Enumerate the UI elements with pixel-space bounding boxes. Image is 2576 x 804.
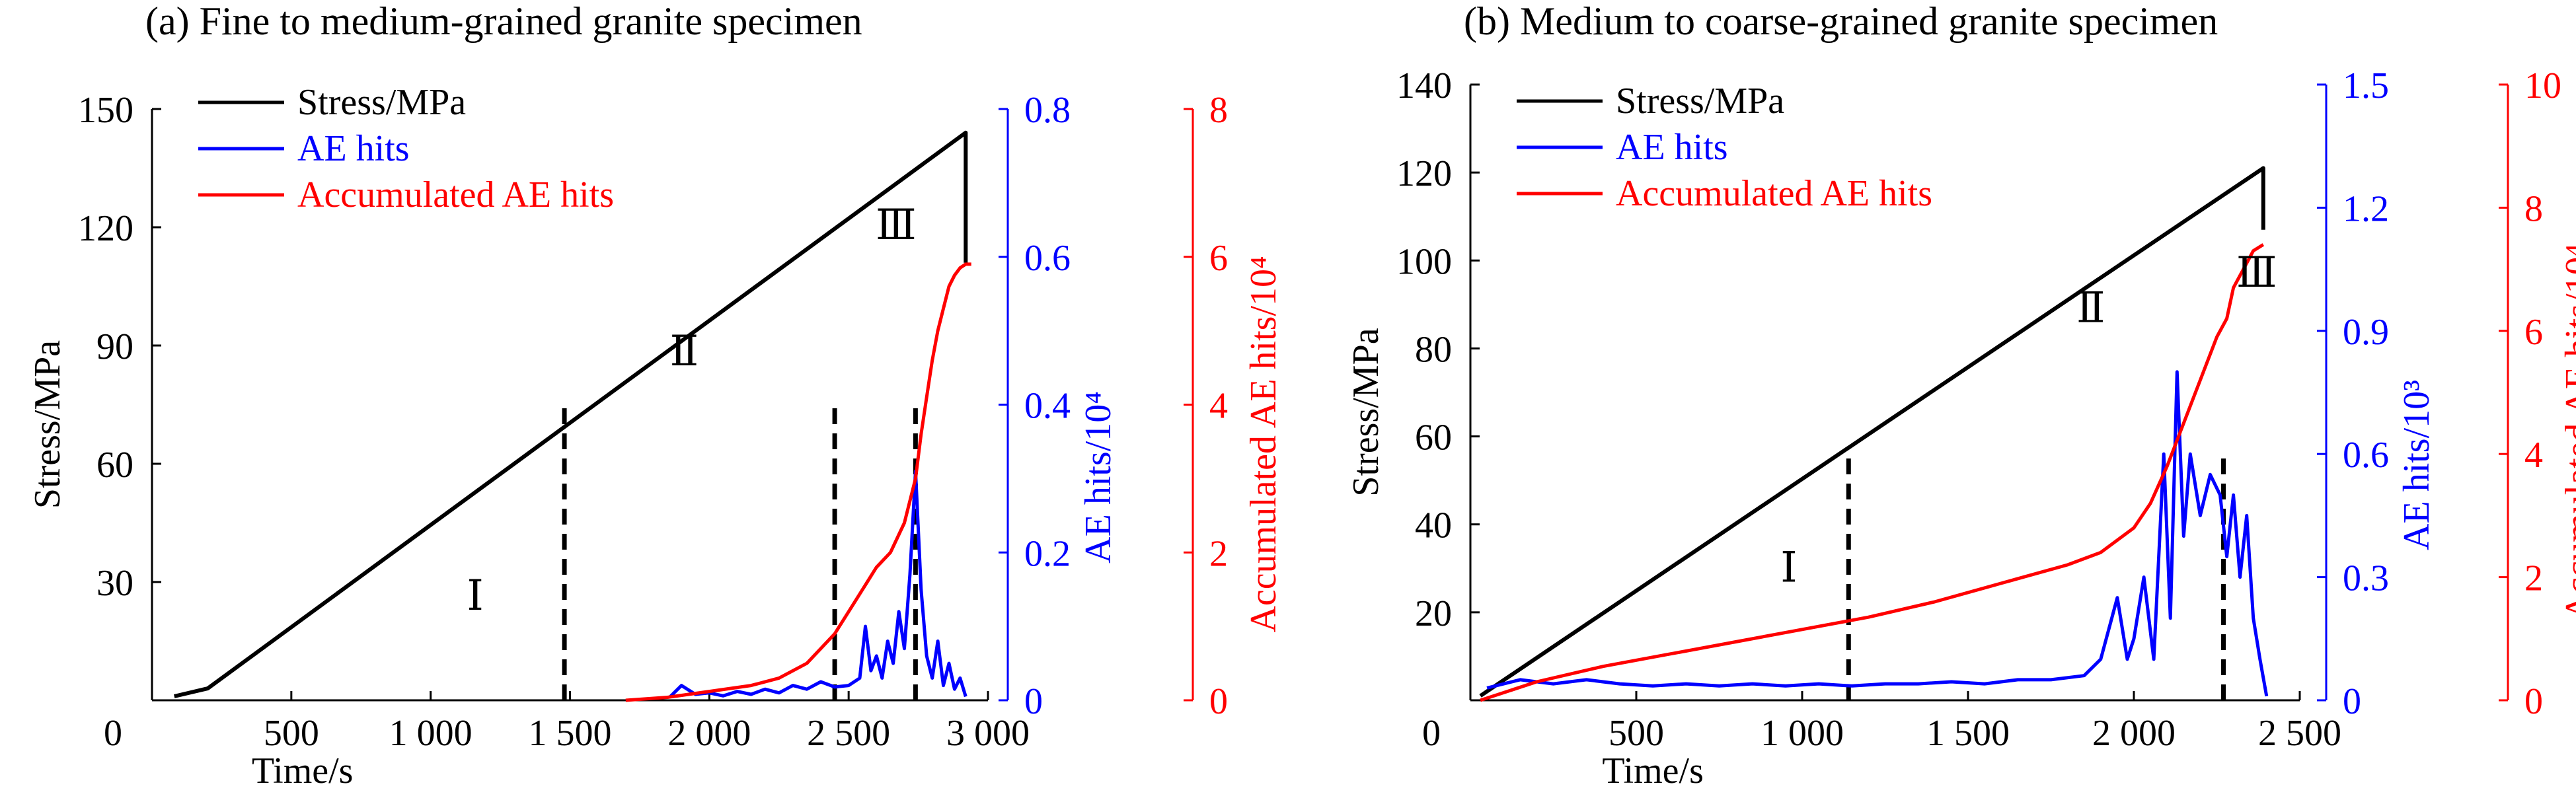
- legend-entry: Accumulated AE hits: [297, 174, 614, 215]
- x-tick-label: 500: [1609, 713, 1664, 754]
- left-tick-label: 30: [96, 563, 133, 604]
- series-line-accumulated-ae-hits: [1480, 243, 2265, 702]
- right2-tick-label: 0: [2524, 681, 2543, 722]
- left-axis-label: Stress/MPa: [1345, 328, 1386, 496]
- x-tick-label: 1 000: [1761, 713, 1844, 754]
- right1-tick-label: 0.3: [2343, 558, 2389, 599]
- left-tick-label: 90: [96, 326, 133, 367]
- phase-label: Ⅱ: [2076, 284, 2105, 331]
- right1-tick-label: 0: [2343, 681, 2361, 722]
- phase-label: Ⅲ: [2236, 249, 2277, 296]
- right1-tick-label: 0.8: [1024, 90, 1071, 131]
- right1-tick-label: 1.2: [2343, 188, 2389, 229]
- series-line-ae-hits: [669, 469, 967, 698]
- x-tick-label: 2 000: [667, 713, 751, 754]
- right2-tick-label: 6: [1209, 238, 1228, 279]
- legend-entry: AE hits: [297, 128, 410, 169]
- x-tick-label: 2 000: [2092, 713, 2176, 754]
- x-tick-label: 1 500: [529, 713, 612, 754]
- legend-entry: Stress/MPa: [297, 82, 466, 123]
- right2-tick-label: 8: [2524, 188, 2543, 229]
- panel-a-title: (a) Fine to medium-grained granite speci…: [145, 0, 862, 43]
- x-tick-label: 1 500: [1926, 713, 2010, 754]
- right1-tick-label: 0.2: [1024, 533, 1071, 574]
- right2-axis-label: Accumulated AE hits/10⁴: [2558, 244, 2576, 620]
- right2-tick-label: 8: [1209, 90, 1228, 131]
- phase-label: Ⅱ: [670, 328, 699, 375]
- panel-b-title: (b) Medium to coarse-grained granite spe…: [1464, 0, 2218, 43]
- right1-axis-label: AE hits/10³: [2396, 380, 2437, 550]
- right2-tick-label: 0: [1209, 681, 1228, 722]
- phase-label: Ⅰ: [467, 572, 483, 619]
- x-tick-label: 3 000: [946, 713, 1030, 754]
- left-tick-label: 100: [1396, 241, 1452, 282]
- legend-entry: AE hits: [1616, 127, 1728, 168]
- series-line-stress-mpa: [1479, 166, 2265, 698]
- phase-label: Ⅰ: [1780, 544, 1797, 591]
- phase-label: Ⅲ: [876, 201, 917, 248]
- x-tick-label: 1 000: [389, 713, 473, 754]
- right2-tick-label: 6: [2524, 312, 2543, 353]
- left-tick-label: 120: [78, 208, 133, 249]
- legend-entry: Stress/MPa: [1616, 81, 1784, 122]
- left-tick-label: 80: [1415, 329, 1452, 370]
- x-axis-label: Time/s: [1602, 750, 1704, 791]
- right1-tick-label: 0.4: [1024, 386, 1071, 427]
- left-axis-label: Stress/MPa: [27, 340, 68, 509]
- right2-tick-label: 10: [2524, 65, 2561, 106]
- right2-tick-label: 4: [1209, 386, 1228, 427]
- right1-tick-label: 0.6: [2343, 435, 2389, 476]
- left-tick-label: 20: [1415, 593, 1452, 634]
- right2-tick-label: 2: [1209, 533, 1228, 574]
- right2-axis-label: Accumulated AE hits/10⁴: [1243, 256, 1284, 632]
- panel-a-plot: 0 500 1 000 1 500 2 000 2 500 3 000Time/s30609…: [27, 82, 1284, 791]
- left-tick-label: 150: [78, 90, 133, 131]
- right1-axis-label: AE hits/10⁴: [1078, 391, 1119, 564]
- left-tick-label: 40: [1415, 505, 1452, 546]
- left-tick-label: 60: [96, 445, 133, 486]
- series-line-accumulated-ae-hits: [625, 262, 971, 702]
- right2-tick-label: 2: [2524, 558, 2543, 599]
- left-tick-label: 60: [1415, 418, 1452, 458]
- x-axis-label: Time/s: [252, 750, 354, 791]
- series-line-stress-mpa: [174, 130, 968, 698]
- x-tick-label: 0: [104, 713, 122, 754]
- panel-a: (a) Fine to medium-grained granite speci…: [27, 0, 1284, 791]
- right1-tick-label: 0.6: [1024, 238, 1071, 279]
- x-tick-label: 2 500: [807, 713, 890, 754]
- legend-entry: Accumulated AE hits: [1616, 173, 1932, 214]
- x-tick-label: 2 500: [2258, 713, 2341, 754]
- right1-tick-label: 0.9: [2343, 312, 2389, 353]
- right1-tick-label: 0: [1024, 681, 1043, 722]
- panel-b-plot: 0 500 1 000 1 500 2 000 2 500Time/s2040608010…: [1345, 65, 2576, 791]
- series-line-ae-hits: [1486, 370, 2269, 697]
- left-tick-label: 120: [1396, 153, 1452, 194]
- left-tick-label: 140: [1396, 65, 1452, 106]
- panel-b: (b) Medium to coarse-grained granite spe…: [1345, 0, 2576, 791]
- x-tick-label: 500: [264, 713, 319, 754]
- right1-tick-label: 1.5: [2343, 65, 2389, 106]
- right2-tick-label: 4: [2524, 435, 2543, 476]
- x-tick-label: 0: [1422, 713, 1441, 754]
